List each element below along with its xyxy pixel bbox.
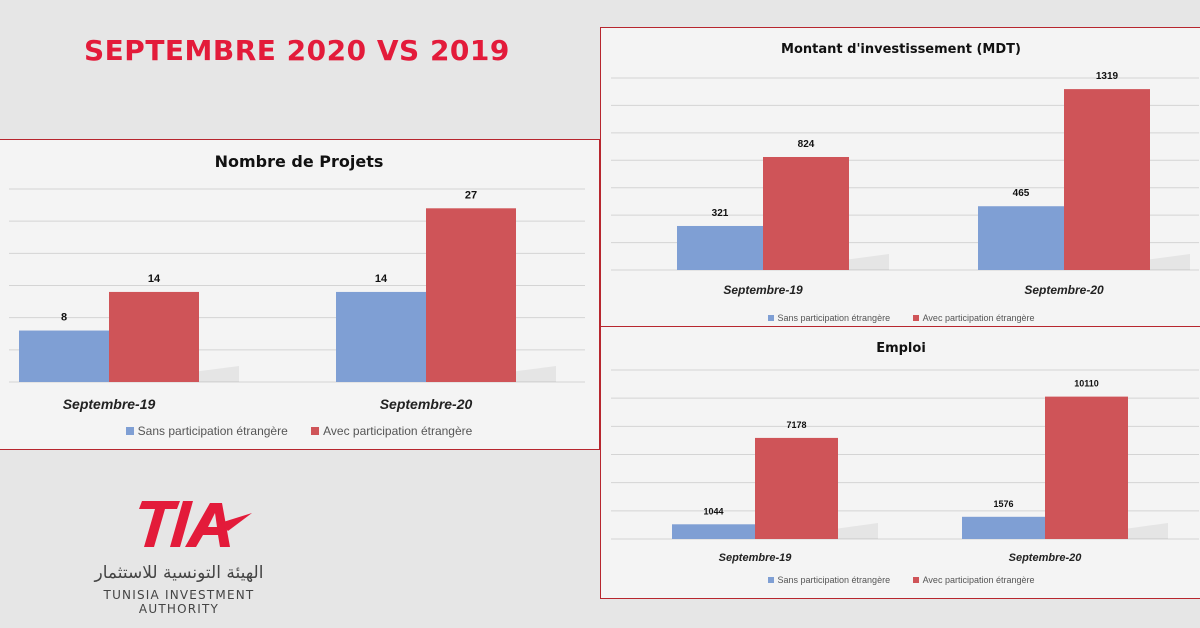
chart-projets: 8 14 Septembre-19 14 27 Septembre-20	[9, 188, 585, 412]
bar-avec	[426, 208, 516, 382]
data-label: 7178	[786, 420, 806, 430]
bar-sans	[677, 225, 763, 270]
data-label: 321	[712, 208, 729, 219]
chart-title: Montant d'investissement (MDT)	[781, 42, 1021, 57]
chart-panel-investissement: Montant d'investissement (MDT) 321 824 Sep…	[600, 27, 1200, 327]
bar-sans	[336, 291, 426, 382]
legend-label: Avec participation étrangère	[323, 424, 473, 438]
chart-title: Emploi	[876, 341, 926, 356]
data-label: 10110	[1074, 379, 1099, 389]
logo-english-text: TUNISIA INVESTMENT AUTHORITY	[103, 588, 255, 616]
chart-legend: Sans participation étrangère Avec partic…	[601, 313, 1200, 323]
bar-sans	[19, 330, 109, 382]
legend-label: Avec participation étrangère	[922, 313, 1035, 323]
bar-avec	[109, 291, 199, 382]
legend-swatch-red	[912, 315, 919, 321]
category-label: Septembre-20	[1009, 552, 1083, 564]
chart-panel-emploi: Emploi 1044 7178 Septembre-19 1576 10110 Sept…	[600, 326, 1200, 599]
category-label: Septembre-19	[719, 552, 793, 564]
legend-label: Sans participation étrangère	[137, 424, 288, 438]
bar-avec	[755, 437, 838, 539]
legend-swatch-red	[912, 577, 919, 583]
data-label: 8	[61, 312, 67, 324]
data-label: 27	[465, 189, 477, 201]
legend-item-sans: Sans participation étrangère	[767, 313, 891, 323]
tia-logo-letters	[139, 501, 252, 547]
data-label: 1044	[703, 506, 723, 516]
data-label: 1576	[993, 499, 1013, 509]
legend-swatch-blue	[767, 315, 774, 321]
category-label: Septembre-20	[380, 396, 473, 412]
legend-item-avec: Avec participation étrangère	[912, 575, 1035, 585]
legend-label: Sans participation étrangère	[777, 313, 891, 323]
legend-swatch-blue	[125, 427, 134, 435]
data-label: 14	[148, 273, 161, 285]
legend-swatch-red	[311, 427, 320, 435]
data-label: 824	[798, 139, 815, 150]
data-label: 1319	[1096, 71, 1119, 82]
legend-item-avec: Avec participation étrangère	[912, 313, 1035, 323]
bar-avec	[1045, 396, 1128, 539]
legend-item-sans: Sans participation étrangère	[125, 424, 288, 438]
legend-swatch-blue	[767, 577, 774, 583]
data-label: 14	[375, 273, 388, 285]
chart-legend: Sans participation étrangère Avec partic…	[0, 424, 599, 438]
category-label: Septembre-20	[1024, 283, 1104, 297]
legend-item-avec: Avec participation étrangère	[311, 424, 472, 438]
chart-panel-projets: Nombre de Projets 8 14 Septembre-19 14 27 Sep…	[0, 139, 600, 450]
page-headline: SEPTEMBRE 2020 VS 2019	[84, 34, 510, 67]
tia-logo: الهيئة التونسية للاستثمار TUNISIA INVEST…	[70, 495, 300, 616]
bar-avec	[1064, 89, 1150, 270]
tia-logo-mark	[139, 501, 252, 547]
bar-sans	[978, 206, 1064, 270]
logo-arabic-text: الهيئة التونسية للاستثمار	[94, 563, 264, 583]
chart-legend: Sans participation étrangère Avec partic…	[601, 575, 1200, 585]
legend-item-sans: Sans participation étrangère	[767, 575, 891, 585]
legend-label: Sans participation étrangère	[777, 575, 891, 585]
legend-label: Avec participation étrangère	[922, 575, 1035, 585]
bar-sans	[962, 516, 1045, 539]
chart-investissement: 321 824 Septembre-19 465 1319 Septembre-20	[611, 71, 1199, 297]
category-label: Septembre-19	[63, 396, 156, 412]
data-label: 465	[1013, 188, 1030, 199]
chart-emploi: 1044 7178 Septembre-19 1576 10110 Septembre-2…	[611, 369, 1199, 564]
bar-sans	[672, 524, 755, 539]
bar-avec	[763, 156, 849, 270]
category-label: Septembre-19	[723, 283, 803, 297]
chart-title: Nombre de Projets	[214, 152, 384, 171]
